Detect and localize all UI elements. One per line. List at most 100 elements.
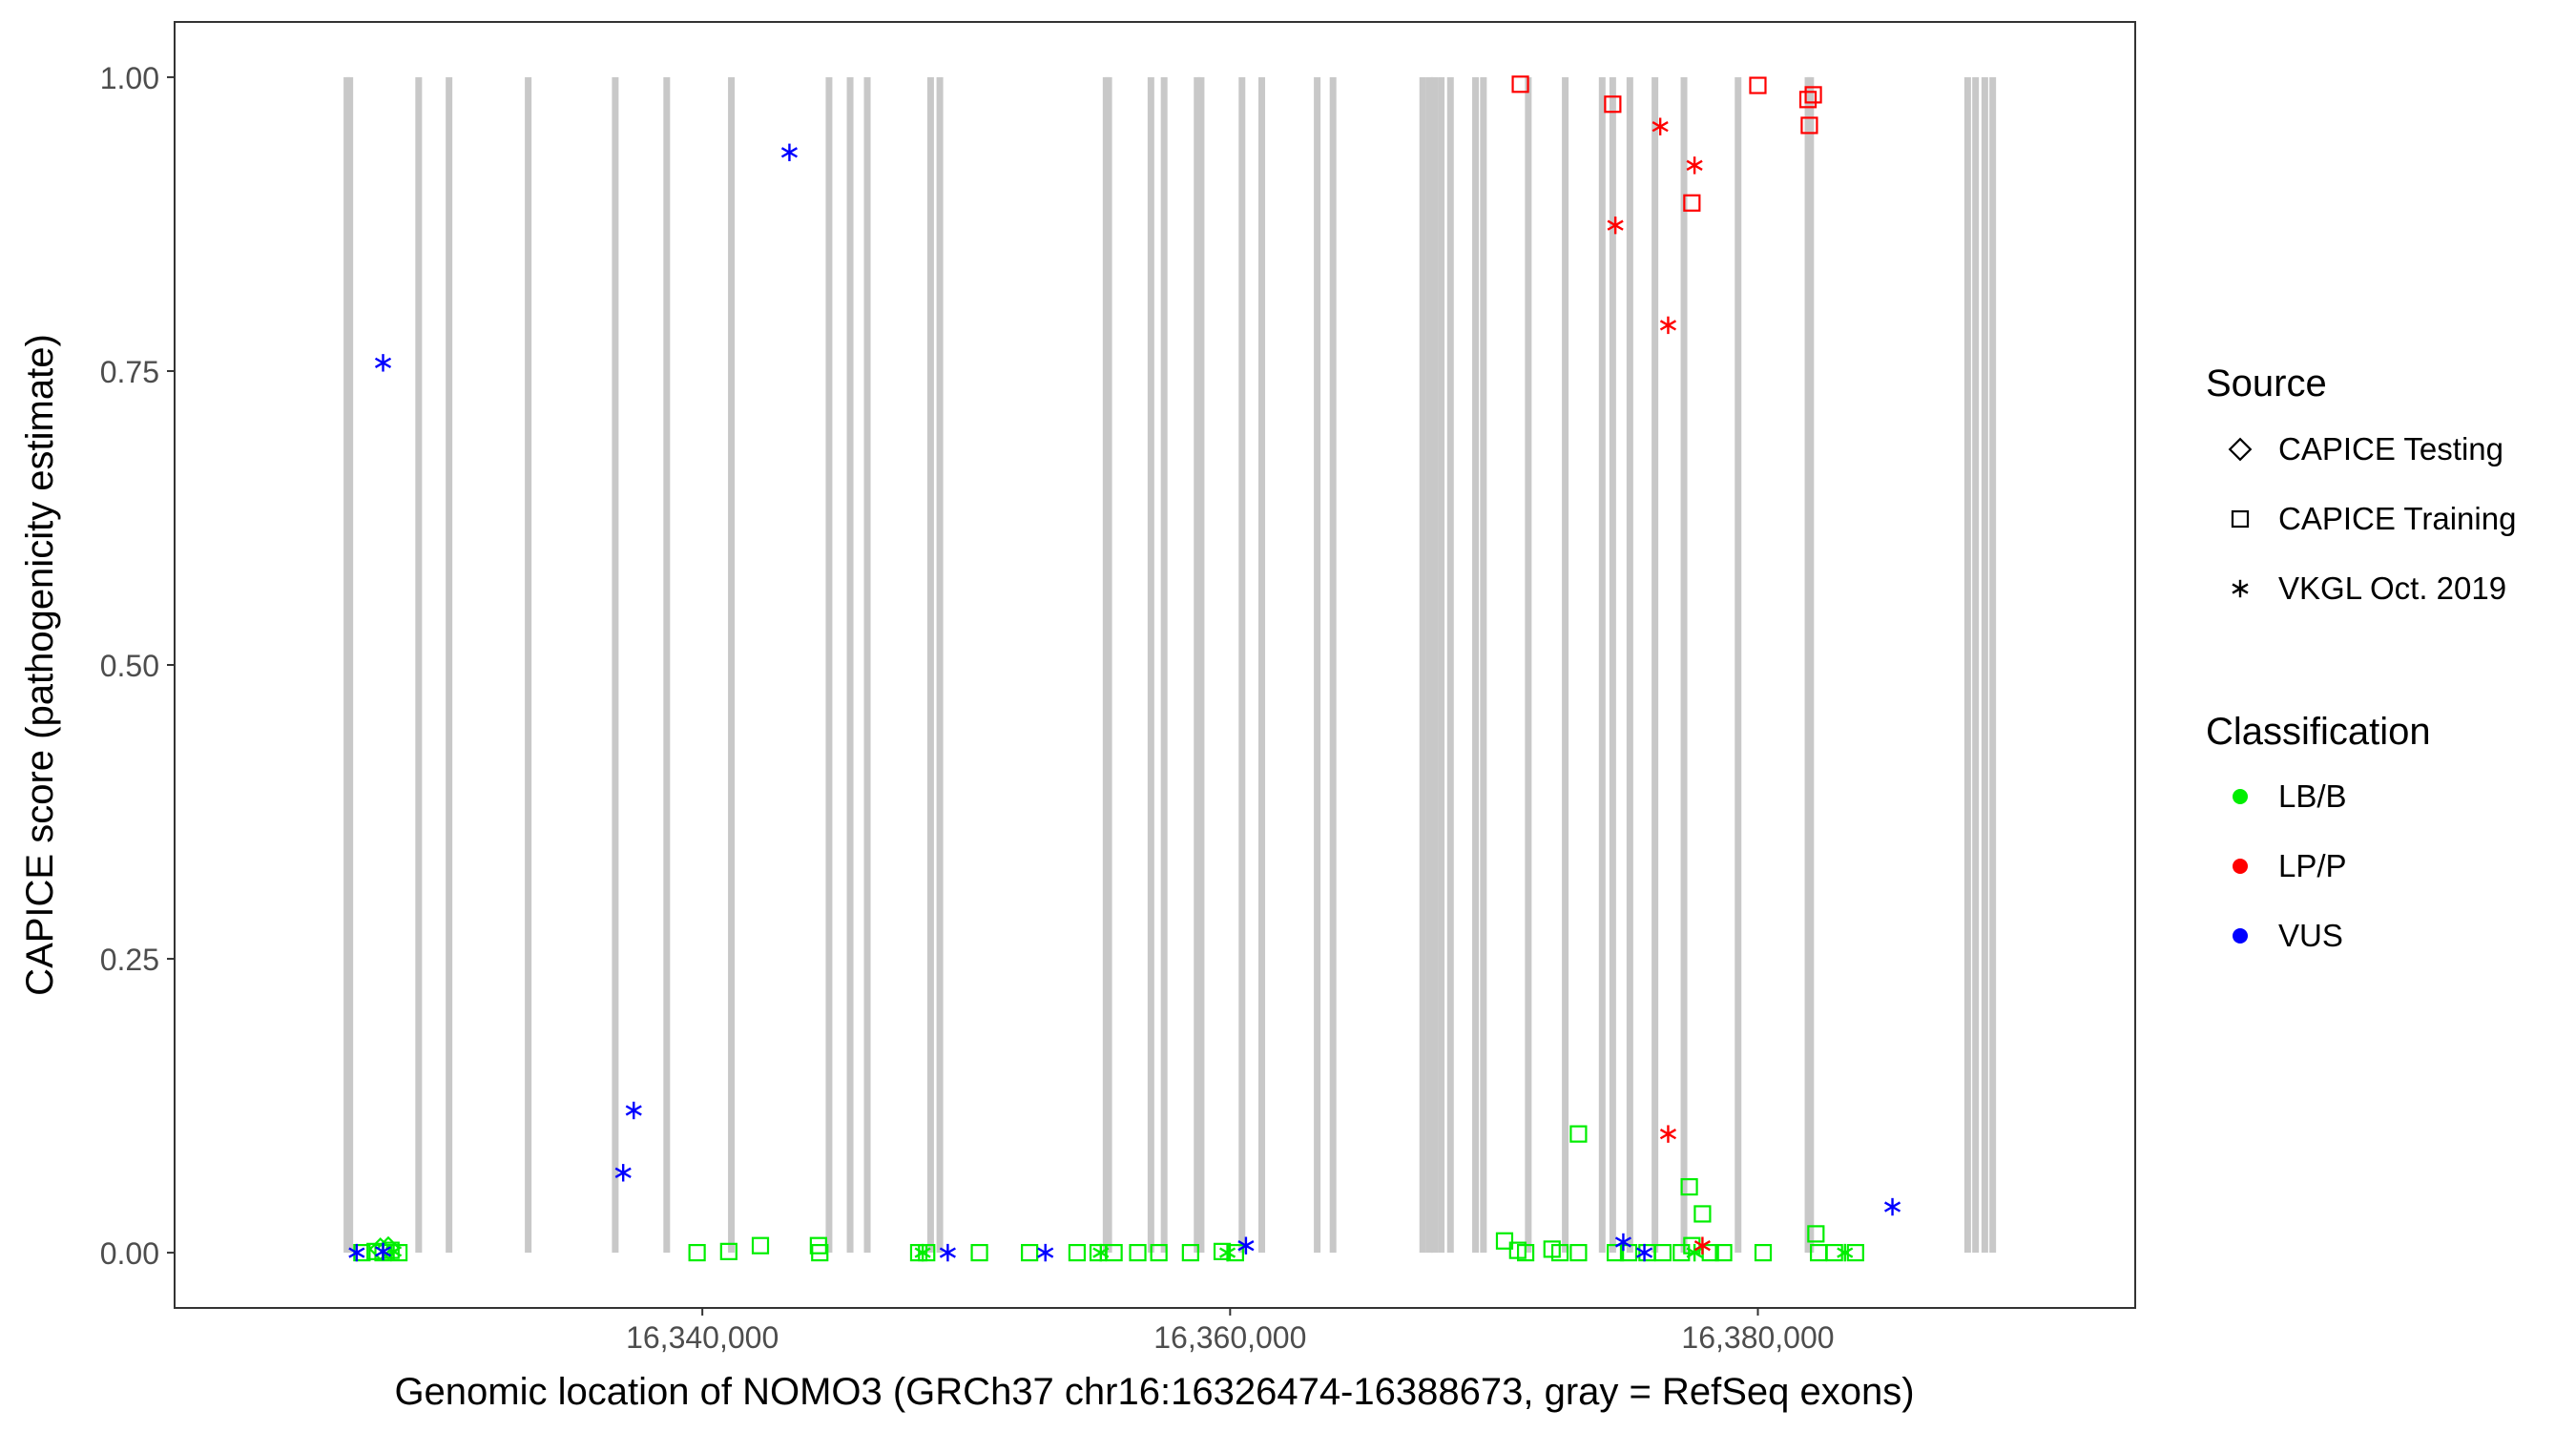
exon-band — [1105, 76, 1112, 1254]
exon-band — [825, 76, 833, 1254]
legend-source-marker — [2228, 437, 2253, 462]
exon-band — [1258, 76, 1266, 1254]
data-point — [1068, 1243, 1087, 1262]
exon-band — [1652, 76, 1659, 1254]
data-point — [1798, 91, 1818, 109]
exon-band — [663, 76, 671, 1254]
data-point — [1226, 1243, 1244, 1262]
y-tick-label: 1.00 — [100, 61, 159, 95]
x-axis: 16,340,000 16,360,000 16,380,000 — [626, 1308, 1835, 1355]
data-point — [1714, 1243, 1733, 1262]
exon-band — [926, 76, 934, 1254]
legend-source-title: Source — [2206, 363, 2327, 404]
legend-class-label-lbb: LB/B — [2278, 778, 2347, 814]
exon-band — [1160, 76, 1168, 1254]
asterisk-stroke — [2232, 583, 2249, 594]
data-point — [1037, 1243, 1054, 1262]
data-point — [353, 1243, 371, 1262]
asterisk-stroke — [1837, 1247, 1854, 1258]
point-layer — [348, 75, 1901, 1262]
exon-band — [1425, 76, 1433, 1254]
data-point — [1635, 1243, 1653, 1262]
exon-band — [1989, 76, 1997, 1254]
exon-band — [863, 76, 871, 1254]
data-point — [1686, 1243, 1703, 1262]
data-point — [780, 143, 799, 161]
data-point — [918, 1243, 936, 1262]
data-point — [1105, 1243, 1123, 1262]
data-point — [1686, 156, 1703, 175]
y-tick-label: 0.50 — [100, 649, 159, 683]
data-point — [1683, 194, 1701, 212]
data-point — [374, 354, 392, 372]
data-point — [1511, 75, 1529, 93]
exon-band — [1807, 76, 1815, 1254]
legend-source-key-vkgl — [2232, 579, 2249, 598]
exon-band — [1238, 76, 1246, 1254]
exon-band — [728, 76, 736, 1254]
legend-class-label-lpp: LP/P — [2278, 848, 2347, 883]
exon-band — [1609, 76, 1616, 1254]
legend-source-key-testing — [2228, 437, 2253, 462]
exon-band — [1438, 76, 1445, 1254]
data-point — [688, 1243, 706, 1262]
exon-band — [1972, 76, 1980, 1254]
data-point — [1659, 316, 1677, 335]
asterisk-stroke — [348, 1247, 365, 1258]
asterisk-stroke — [1652, 121, 1669, 133]
y-tick-label: 0.75 — [100, 355, 159, 389]
asterisk-stroke — [780, 147, 799, 158]
data-point — [914, 1243, 931, 1262]
exon-band — [1329, 76, 1337, 1254]
exon-band — [1626, 76, 1633, 1254]
y-axis: 0.00 0.25 0.50 0.75 1.00 — [100, 61, 175, 1271]
data-point — [1652, 117, 1669, 135]
data-point — [368, 1237, 393, 1261]
data-point — [1607, 1243, 1625, 1262]
data-point — [1804, 86, 1822, 104]
data-point — [389, 1243, 408, 1262]
exon-band — [1981, 76, 1988, 1254]
legend-source-marker — [2232, 579, 2249, 598]
x-tick-label: 16,360,000 — [1153, 1320, 1306, 1355]
asterisk-stroke — [374, 1246, 392, 1257]
asterisk-stroke — [1686, 1247, 1703, 1258]
data-point — [1607, 216, 1624, 235]
exon-band — [1562, 76, 1569, 1254]
data-point — [1800, 116, 1818, 135]
data-point — [811, 1243, 829, 1262]
asterisk-stroke — [1614, 1236, 1631, 1248]
data-point — [1837, 1243, 1854, 1262]
legend-source-key-training — [2231, 509, 2250, 529]
legend-source-label-vkgl: VKGL Oct. 2019 — [2278, 570, 2506, 606]
legend: Source CAPICE Testing CAPICE Training VK… — [2206, 363, 2516, 953]
exon-band — [1598, 76, 1606, 1254]
data-point — [1495, 1232, 1514, 1250]
exon-band — [846, 76, 854, 1254]
data-point — [1653, 1243, 1672, 1262]
data-point — [1659, 1125, 1677, 1143]
legend-source-label-testing: CAPICE Testing — [2278, 431, 2503, 467]
data-point — [1693, 1205, 1712, 1223]
data-point — [374, 1242, 392, 1261]
asterisk-stroke — [1686, 159, 1703, 171]
exon-band — [612, 76, 619, 1254]
exon-band — [1419, 76, 1426, 1254]
x-tick-label: 16,380,000 — [1681, 1320, 1834, 1355]
data-point — [1550, 1243, 1569, 1262]
exon-band — [346, 76, 354, 1254]
data-point — [1846, 1243, 1864, 1262]
legend-class-label-vus: VUS — [2278, 918, 2343, 953]
exon-band — [1525, 76, 1532, 1254]
exon-layer — [343, 76, 1997, 1254]
data-point — [348, 1243, 365, 1262]
data-point — [1825, 1243, 1843, 1262]
data-point — [1181, 1243, 1199, 1262]
data-point — [614, 1164, 632, 1182]
exon-band — [1446, 76, 1454, 1254]
data-point — [1754, 1243, 1773, 1262]
data-point — [1807, 1225, 1825, 1243]
data-point — [1150, 1243, 1168, 1262]
